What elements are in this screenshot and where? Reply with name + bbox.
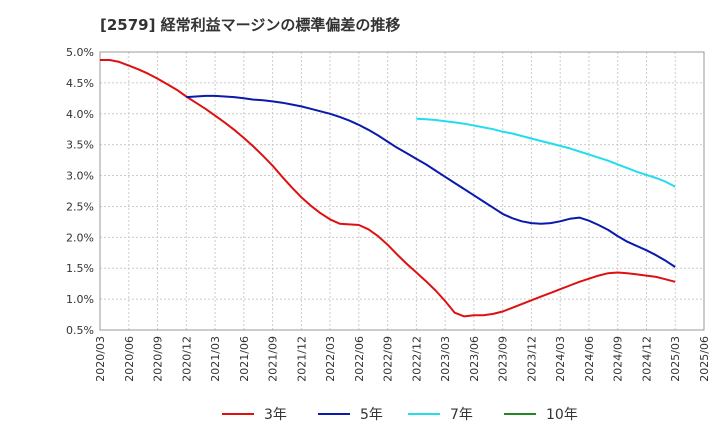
x-tick-label: 2020/03	[94, 336, 107, 382]
series-line-3年	[100, 59, 676, 318]
legend-label: 10年	[546, 407, 578, 423]
x-tick-label: 2023/06	[468, 336, 481, 382]
y-tick-label: 1.5%	[66, 262, 94, 275]
y-tick-label: 2.5%	[66, 200, 94, 213]
x-tick-label: 2021/03	[209, 336, 222, 382]
legend-label: 3年	[264, 407, 287, 423]
y-tick-label: 2.0%	[66, 231, 94, 244]
x-tick-label: 2022/12	[410, 336, 423, 382]
y-tick-label: 1.0%	[66, 293, 94, 306]
x-axis: 2020/03 2020/06 2020/09 2020/12 2021/03 2021/…	[94, 336, 711, 382]
y-tick-label: 4.5%	[66, 77, 94, 90]
x-tick-label: 2020/06	[123, 336, 136, 382]
y-tick-label: 4.0%	[66, 108, 94, 121]
x-tick-label: 2022/09	[382, 336, 395, 382]
x-tick-label: 2021/09	[267, 336, 280, 382]
x-tick-label: 2024/03	[554, 336, 567, 382]
x-tick-label: 2023/12	[525, 336, 538, 382]
x-tick-label: 2024/09	[612, 336, 625, 382]
plot-lines	[100, 59, 676, 318]
y-tick-label: 0.5%	[66, 324, 94, 337]
x-tick-label: 2023/03	[439, 336, 452, 382]
x-tick-label: 2024/06	[583, 336, 596, 382]
y-tick-label: 5.0%	[66, 46, 94, 59]
x-tick-label: 2025/06	[698, 336, 711, 382]
x-tick-label: 2024/12	[640, 336, 653, 382]
legend: 3年 5年 7年 10年	[222, 407, 578, 423]
series-line-7年	[416, 117, 676, 188]
y-tick-label: 3.0%	[66, 170, 94, 183]
x-tick-label: 2021/12	[295, 336, 308, 382]
y-tick-label: 3.5%	[66, 139, 94, 152]
plot-frame	[99, 51, 705, 331]
x-tick-label: 2025/03	[669, 336, 682, 382]
x-tick-label: 2022/03	[324, 336, 337, 382]
x-tick-label: 2023/09	[497, 336, 510, 382]
chart-title: [2579] 経常利益マージンの標準偏差の推移	[100, 16, 401, 34]
x-tick-label: 2020/09	[152, 336, 165, 382]
x-tick-label: 2022/06	[353, 336, 366, 382]
y-axis: 0.5% 1.0% 1.5% 2.0% 2.5% 3.0% 3.5% 4.0% 4.5% 5.0%	[66, 46, 94, 337]
grid	[99, 51, 705, 331]
series-line-5年	[186, 94, 676, 268]
legend-label: 5年	[360, 407, 383, 423]
x-tick-label: 2020/12	[180, 336, 193, 382]
x-tick-label: 2021/06	[238, 336, 251, 382]
legend-label: 7年	[450, 407, 473, 423]
